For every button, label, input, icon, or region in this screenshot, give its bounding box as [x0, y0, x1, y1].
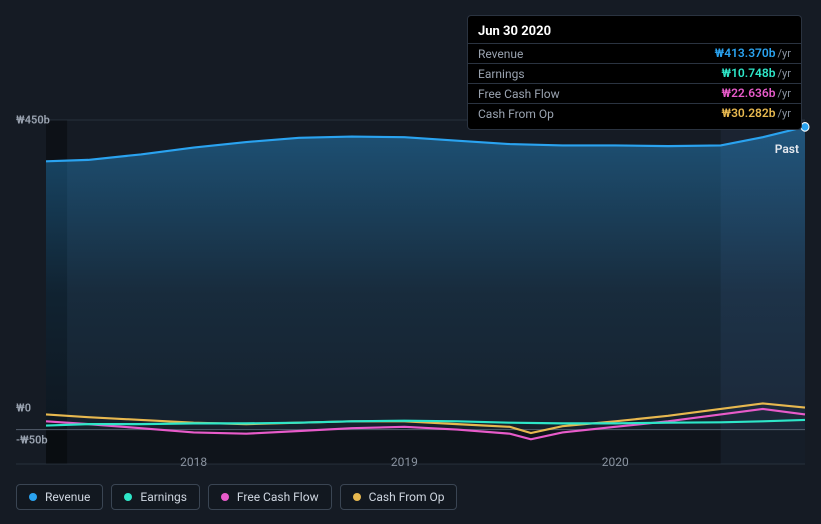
legend-label: Earnings — [140, 490, 187, 504]
past-label: Past — [775, 142, 799, 156]
tooltip-metric-value: ₩22.636b/yr — [722, 85, 791, 102]
y-axis-tick: -₩50b — [16, 434, 48, 447]
legend-dot-icon — [124, 493, 132, 501]
chart-legend: Revenue Earnings Free Cash Flow Cash From O… — [16, 484, 457, 510]
legend-label: Free Cash Flow — [237, 490, 319, 504]
legend-item[interactable]: Earnings — [111, 484, 200, 510]
y-axis-tick: ₩0 — [16, 402, 31, 415]
x-axis-tick: 2019 — [391, 455, 418, 469]
legend-item[interactable]: Free Cash Flow — [208, 484, 332, 510]
tooltip-row: Earnings ₩10.748b/yr — [468, 63, 801, 83]
legend-dot-icon — [221, 493, 229, 501]
legend-dot-icon — [353, 493, 361, 501]
tooltip-row: Revenue ₩413.370b/yr — [468, 43, 801, 63]
y-axis-tick: ₩450b — [16, 114, 50, 127]
tooltip-metric-label: Cash From Op — [478, 106, 554, 122]
legend-label: Revenue — [45, 490, 90, 504]
tooltip-date: Jun 30 2020 — [468, 22, 801, 43]
tooltip-metric-label: Free Cash Flow — [478, 86, 560, 102]
tooltip-metric-value: ₩413.370b/yr — [715, 45, 791, 62]
legend-item[interactable]: Cash From Op — [340, 484, 458, 510]
legend-item[interactable]: Revenue — [16, 484, 103, 510]
chart-tooltip: Jun 30 2020 Revenue ₩413.370b/yr Earnings ₩… — [467, 15, 802, 130]
chart-svg — [16, 120, 805, 464]
tooltip-metric-label: Revenue — [478, 46, 523, 62]
x-axis-tick: 2018 — [180, 455, 207, 469]
tooltip-metric-value: ₩30.282b/yr — [722, 105, 791, 122]
chart-area: ₩450b₩0-₩50b Past — [16, 120, 805, 464]
x-axis-tick: 2020 — [602, 455, 629, 469]
tooltip-row: Cash From Op ₩30.282b/yr — [468, 103, 801, 123]
legend-dot-icon — [29, 493, 37, 501]
legend-label: Cash From Op — [369, 490, 445, 504]
tooltip-metric-value: ₩10.748b/yr — [722, 65, 791, 82]
tooltip-row: Free Cash Flow ₩22.636b/yr — [468, 83, 801, 103]
tooltip-metric-label: Earnings — [478, 66, 525, 82]
